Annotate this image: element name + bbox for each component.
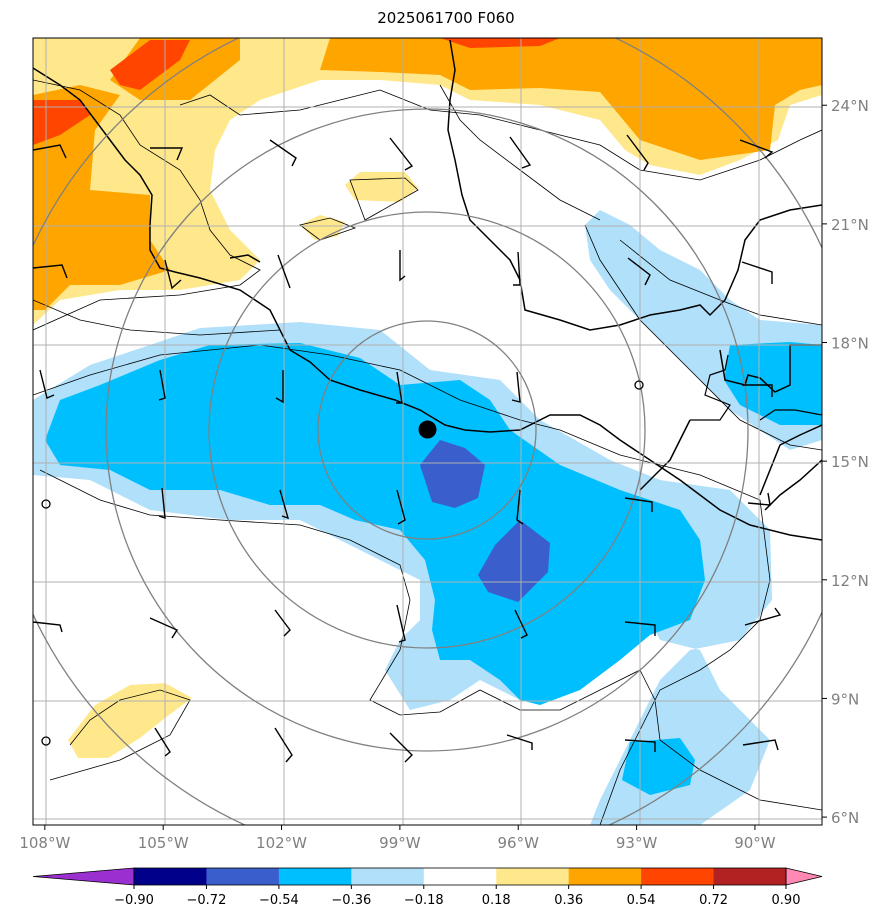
colorbar-swatch xyxy=(496,868,570,885)
shade-positive-patch-3 xyxy=(68,683,192,758)
lat-tick-label: 15°N xyxy=(831,453,869,471)
shade-negative-medium xyxy=(45,343,705,705)
shade-negative-medium-east xyxy=(724,342,822,425)
colorbar-swatch xyxy=(568,868,642,885)
lon-tick-label: 99°W xyxy=(379,834,421,852)
wind-barbs xyxy=(33,134,782,763)
colorbar xyxy=(32,867,823,889)
colorbar-tick-label: 0.72 xyxy=(699,893,728,908)
calm-wind-markers xyxy=(41,380,644,746)
colorbar-extend-high xyxy=(785,867,823,886)
lat-tick-label: 6°N xyxy=(831,809,859,827)
storm-center-marker xyxy=(418,420,437,439)
colorbar-swatch xyxy=(713,868,787,885)
longitude-labels: 108°W 105°W 102°W 99°W 96°W 93°W 90°W xyxy=(19,834,775,852)
colorbar-tick-label: 0.18 xyxy=(482,893,511,908)
lat-tick-label: 18°N xyxy=(831,335,869,353)
map-area xyxy=(33,38,822,825)
map-title: 2025061700 F060 xyxy=(377,9,515,27)
range-rings xyxy=(33,38,822,825)
shade-positive-orange xyxy=(33,38,822,310)
latitude-labels: 6°N 9°N 12°N 15°N 18°N 21°N 24°N xyxy=(831,97,869,827)
lon-tick-label: 108°W xyxy=(19,834,70,852)
colorbar-swatch xyxy=(351,868,425,885)
colorbar-swatch xyxy=(423,868,497,885)
colorbar-tick-label: 0.36 xyxy=(554,893,583,908)
colorbar-extend-low xyxy=(32,867,135,886)
colorbar-swatch xyxy=(641,868,715,885)
colorbar-tick-label: −0.36 xyxy=(331,893,371,908)
colorbar-tick-label: 0.54 xyxy=(627,893,656,908)
colorbar-tick-label: −0.18 xyxy=(404,893,444,908)
lon-tick-label: 90°W xyxy=(734,834,776,852)
colorbar-swatch xyxy=(134,868,207,885)
lon-tick-label: 93°W xyxy=(616,834,658,852)
colorbar-swatch xyxy=(278,868,352,885)
colorbar-tick-label: −0.90 xyxy=(114,893,154,908)
map-frame xyxy=(32,37,823,826)
colorbar-tick-label: 0.90 xyxy=(772,893,801,908)
colorbar-swatch xyxy=(206,868,280,885)
lat-tick-label: 12°N xyxy=(831,572,869,590)
contour-lines xyxy=(33,79,822,825)
shade-negative-dark-1 xyxy=(420,440,485,508)
graticule xyxy=(33,38,822,825)
colorbar-labels: −0.90 −0.72 −0.54 −0.36 −0.18 0.18 0.36 0.54 0.7… xyxy=(114,893,800,908)
colorbar-tick-label: −0.54 xyxy=(259,893,299,908)
lat-tick-label: 9°N xyxy=(831,690,859,708)
lat-tick-label: 21°N xyxy=(831,216,869,234)
lon-tick-label: 96°W xyxy=(498,834,540,852)
colorbar-tick-label: −0.72 xyxy=(187,893,227,908)
lon-tick-label: 102°W xyxy=(256,834,307,852)
borders xyxy=(690,354,822,421)
colorbar-frame xyxy=(133,867,787,886)
lat-tick-label: 24°N xyxy=(831,97,869,115)
axis-ticks xyxy=(44,104,827,830)
lon-tick-label: 105°W xyxy=(138,834,189,852)
